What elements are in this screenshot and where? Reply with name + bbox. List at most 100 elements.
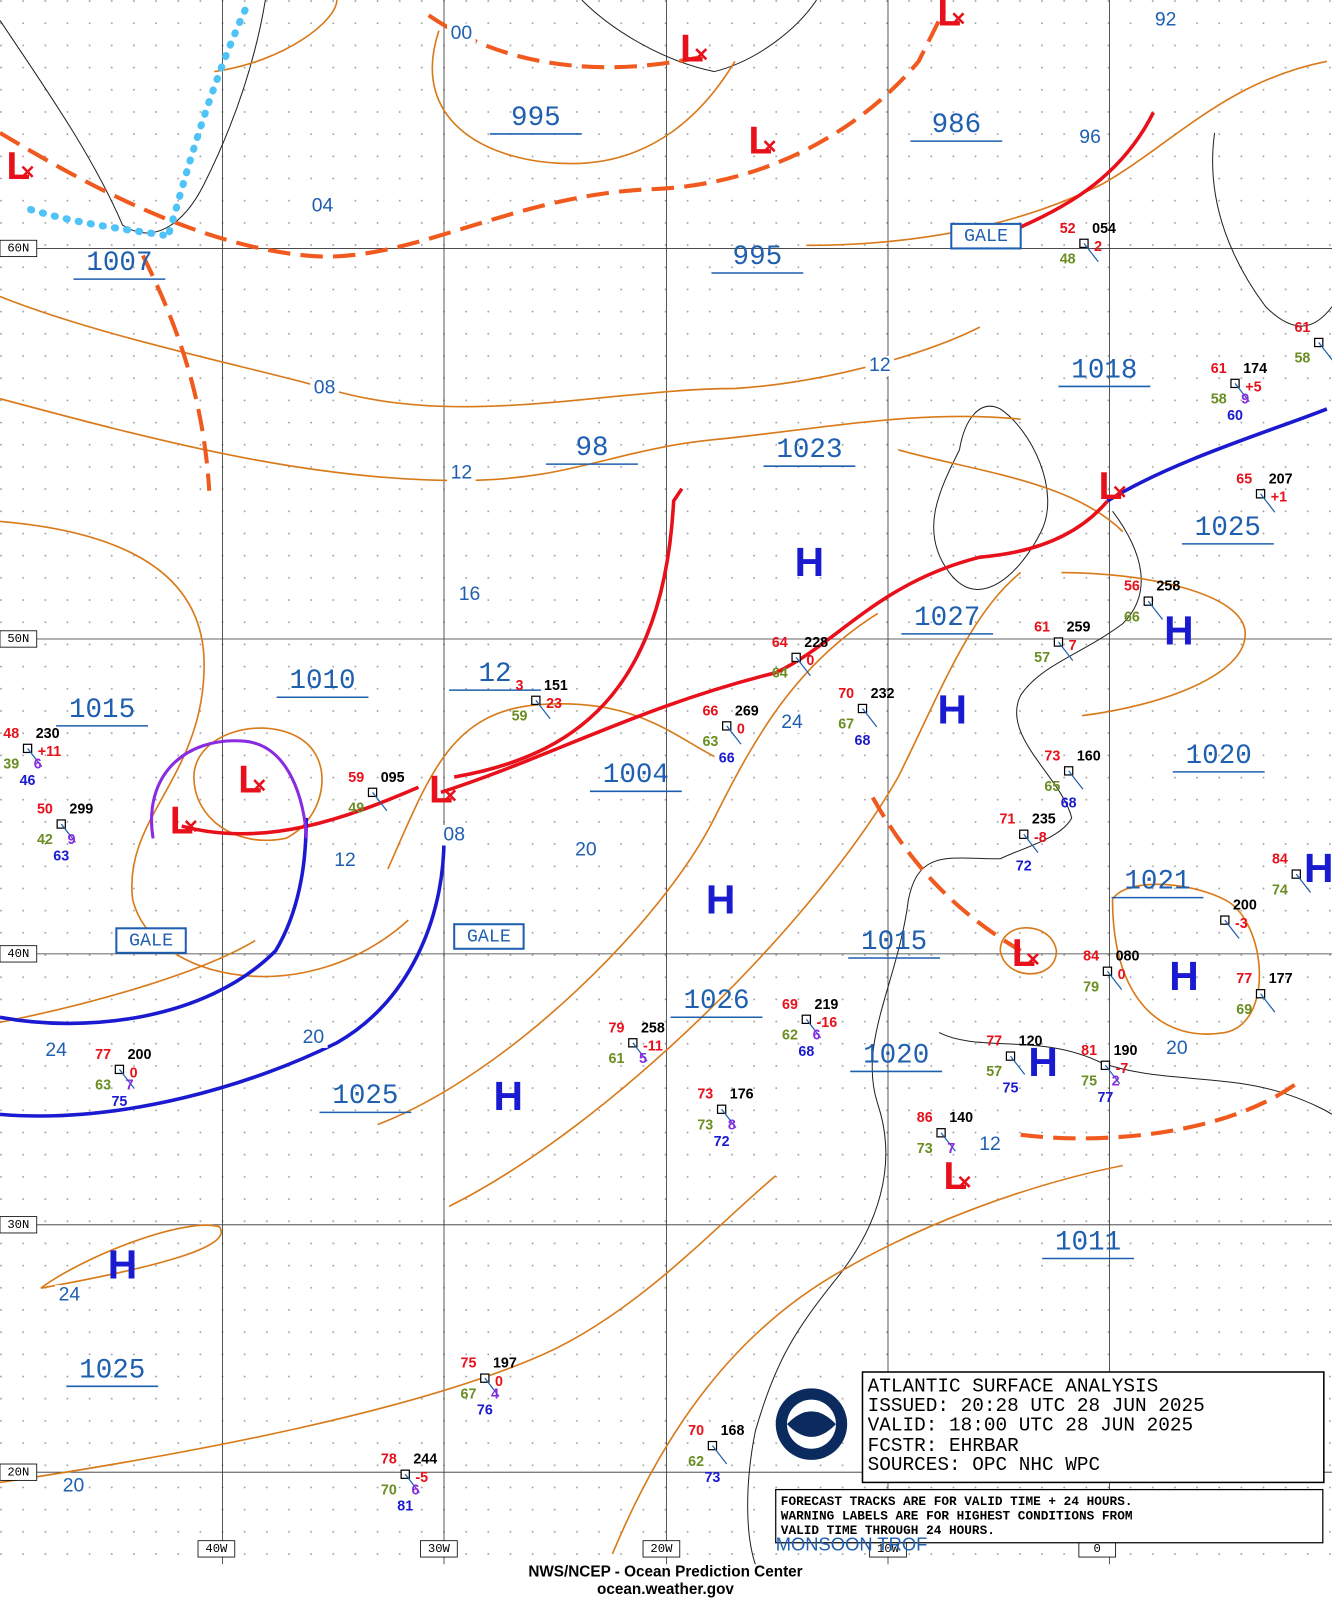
station: 59 095 49: [348, 770, 404, 817]
station-pres: 120: [1019, 1034, 1043, 1050]
high-center: H: [1164, 608, 1193, 654]
coastlines: [0, 0, 1332, 1565]
isobar-label-bg: [310, 378, 339, 399]
wind-barb: [632, 1042, 648, 1062]
pressure-center: 1007: [86, 248, 152, 279]
wind-barb: [1224, 919, 1240, 939]
station-tend: 0: [806, 653, 814, 669]
station-temp: 65: [1236, 471, 1252, 487]
wind-barb: [711, 1445, 728, 1465]
station-temp: 78: [381, 1452, 397, 1468]
station-dew: 42: [37, 832, 53, 848]
station-temp: 64: [772, 635, 788, 651]
station-wave: 60: [1227, 408, 1243, 424]
station-wave: 68: [1061, 795, 1077, 811]
station-temp: 77: [1236, 971, 1252, 987]
isobar-label-bg: [447, 463, 476, 484]
station: 75 197 0 67 476: [461, 1356, 517, 1419]
station-dew: 70: [381, 1482, 397, 1498]
station-wave: 68: [798, 1044, 814, 1060]
station-dew: 74: [1272, 882, 1288, 898]
pressure-center: 1015: [861, 927, 927, 958]
station-dew: 75: [1081, 1073, 1097, 1089]
station-pres: 197: [493, 1356, 517, 1372]
pressure-center: 1026: [683, 986, 749, 1017]
wind-barb: [535, 699, 551, 720]
pressure-center: 1010: [289, 666, 355, 697]
station-wave: 75: [1003, 1081, 1019, 1097]
station-tend: 23: [546, 696, 562, 712]
station-dew: 48: [1060, 251, 1076, 267]
station-dew: 62: [782, 1027, 798, 1043]
station-wave: 63: [53, 849, 69, 865]
info-line: SOURCES: OPC NHC WPC: [868, 1454, 1101, 1476]
isobar-label: 20: [303, 1026, 325, 1048]
station-tend: +1: [1271, 490, 1287, 506]
station-temp: 70: [838, 686, 854, 702]
grid-label: 0: [1094, 1542, 1101, 1556]
isobar-label-bg: [1075, 127, 1105, 149]
low-center: L: [1012, 932, 1036, 975]
station-tend: -16: [817, 1015, 838, 1031]
station-temp: 84: [1083, 949, 1099, 965]
station-pres: 140: [949, 1110, 973, 1126]
pressure-center: 1015: [69, 695, 135, 726]
info-line: VALID: 18:00 UTC 28 JUN 2025: [868, 1414, 1194, 1436]
station-temp: 73: [1044, 748, 1060, 764]
low-cross: [21, 165, 34, 178]
station-pres: 095: [381, 770, 405, 786]
pressure-center: 1023: [776, 435, 842, 466]
station-vis: 6: [411, 1482, 419, 1498]
pressure-center: 995: [733, 242, 783, 273]
text-boxes: ATLANTIC SURFACE ANALYSIS ISSUED: 20:28 …: [528, 1375, 1204, 1597]
isobar-label: 04: [312, 195, 334, 217]
footer-line: ocean.weather.gov: [597, 1581, 734, 1598]
station-pres: 232: [871, 686, 895, 702]
station-temp: 50: [37, 801, 53, 817]
station-pres: 207: [1269, 471, 1293, 487]
station-pres: 168: [721, 1423, 745, 1439]
fronts: [0, 6, 1328, 1118]
station: 73 176 73 872: [697, 1087, 753, 1150]
graticule: [0, 0, 1332, 1565]
station-tend: +5: [1245, 379, 1261, 395]
pressure-center: 1025: [79, 1355, 145, 1386]
isobar-label: 96: [1079, 126, 1101, 148]
pressure-center: 1004: [603, 760, 669, 791]
station-dew: 58: [1294, 351, 1310, 367]
pressure-center: 995: [511, 103, 561, 134]
isobar-label: 20: [63, 1475, 85, 1497]
pressure-center: 1011: [1055, 1227, 1121, 1258]
station: 86 140 73 7: [917, 1110, 973, 1157]
station-pres: 244: [413, 1452, 437, 1468]
station-vis: 9: [67, 832, 75, 848]
low-center: L: [170, 799, 194, 842]
station-dew: 59: [512, 708, 528, 724]
isobar-label-bg: [59, 1476, 88, 1497]
station-temp: 59: [348, 770, 364, 786]
grid-label-box: [0, 945, 38, 963]
wind-barb: [60, 823, 77, 843]
station-wave: 77: [1097, 1090, 1113, 1106]
isobar-label: 24: [59, 1283, 81, 1305]
high-center: H: [108, 1242, 137, 1288]
station-pres: 151: [544, 678, 568, 694]
station-temp: 84: [1272, 852, 1288, 868]
pressure-center: 98: [575, 433, 608, 464]
isobar-label-bg: [299, 1027, 328, 1048]
low-center: L: [1099, 465, 1123, 508]
grid-label: 50N: [7, 632, 29, 646]
isobar-label-bg: [55, 1285, 84, 1306]
station-temp: 77: [95, 1047, 111, 1063]
station-wave: 73: [704, 1470, 720, 1486]
station: 65 207 +1: [1236, 471, 1293, 513]
isobar-label-bg: [330, 850, 360, 872]
station-wave: 75: [111, 1094, 127, 1110]
station: 84 74: [1272, 852, 1312, 898]
gale-label: GALE: [467, 926, 511, 947]
station-pres: 200: [128, 1047, 152, 1063]
station: 71 235 -872: [999, 812, 1055, 875]
isobar-label: 00: [451, 22, 473, 44]
